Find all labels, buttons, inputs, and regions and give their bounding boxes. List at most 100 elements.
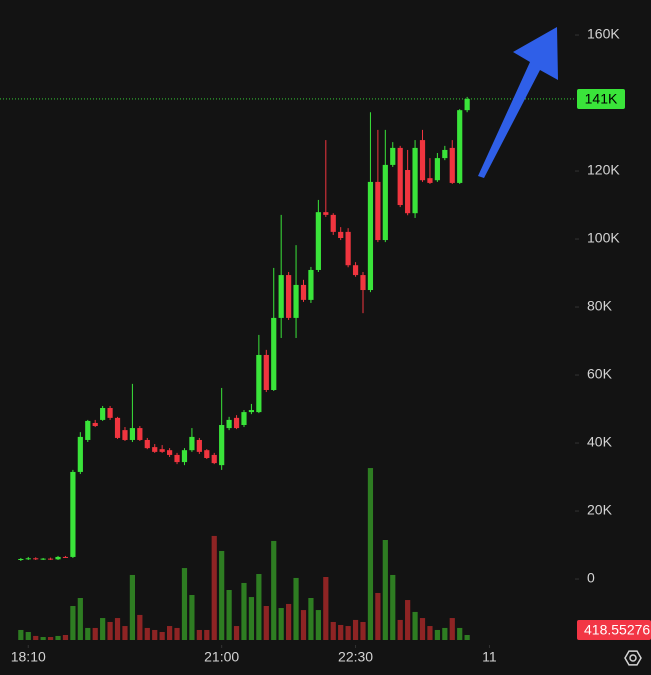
- volume-bar: [159, 632, 165, 640]
- volume-bar: [278, 608, 284, 640]
- candle-body: [375, 181, 381, 241]
- volume-bar: [100, 618, 106, 640]
- x-tick-label: 11: [482, 649, 497, 665]
- volume-bar: [271, 540, 277, 640]
- candle-body: [181, 450, 188, 463]
- volume-bar: [345, 626, 351, 640]
- y-tick-label: 100K: [587, 230, 620, 246]
- candle-body: [219, 425, 225, 466]
- volume-bar: [323, 576, 329, 640]
- volume-bar: [196, 629, 202, 640]
- candle-body: [256, 354, 262, 413]
- volume-bar: [427, 626, 433, 640]
- volume-bar: [85, 627, 91, 640]
- x-tick-label: 22:30: [338, 649, 373, 665]
- volume-bar: [412, 611, 418, 640]
- volume-bar: [442, 627, 448, 640]
- volume-bar: [18, 629, 24, 640]
- candle-body: [293, 284, 299, 318]
- arrow-annotation: [478, 27, 558, 178]
- volume-bar: [449, 618, 455, 640]
- volume-bar: [286, 603, 292, 640]
- candle-body: [330, 214, 336, 232]
- volume-bar: [152, 629, 158, 640]
- candle-body: [286, 275, 292, 318]
- candle-body: [434, 158, 440, 181]
- volume-bar: [315, 610, 321, 640]
- volume-bar: [219, 550, 225, 640]
- y-tick-label: 160K: [587, 26, 620, 42]
- volume-bar: [174, 627, 180, 640]
- volume-bar: [390, 574, 396, 640]
- volume-bar: [70, 605, 76, 640]
- candle-body: [390, 147, 396, 165]
- volume-label: 418.55276: [584, 622, 650, 638]
- volume-bar: [248, 597, 255, 640]
- y-tick-label: 20K: [587, 502, 613, 518]
- volume-bar: [137, 614, 143, 640]
- candle-body: [323, 212, 329, 215]
- candle-body: [241, 412, 247, 426]
- x-tick-label: 21:00: [204, 649, 239, 665]
- candle-body: [152, 447, 158, 452]
- settings-icon-outline: [624, 650, 642, 666]
- volume-bar: [204, 629, 210, 640]
- candle-body: [449, 147, 455, 183]
- x-tick-label: 18:10: [11, 649, 46, 665]
- volume-bar: [434, 629, 440, 640]
- candle-body: [248, 410, 255, 413]
- candle-body: [278, 275, 284, 318]
- volume-bar: [397, 619, 403, 640]
- volume-bar: [25, 632, 31, 640]
- volume-bar: [360, 621, 366, 640]
- candle-body: [159, 449, 165, 452]
- y-tick-label: 40K: [587, 434, 613, 450]
- candle-body: [122, 430, 128, 440]
- candle-body: [419, 140, 426, 181]
- volume-bar: [166, 626, 173, 640]
- volume-bar: [62, 634, 69, 640]
- candle-body: [405, 170, 411, 214]
- volume-bar: [457, 627, 463, 640]
- volume-bar: [189, 595, 195, 640]
- candle-body: [382, 164, 388, 241]
- candle-body: [412, 147, 418, 214]
- y-tick-label: 120K: [587, 162, 620, 178]
- volume-bar: [92, 627, 98, 640]
- volume-bar: [367, 468, 374, 640]
- volume-bar: [293, 577, 299, 640]
- volume-bar: [144, 627, 150, 640]
- candle-body: [137, 428, 143, 440]
- volume-bar: [181, 568, 188, 640]
- volume-bar: [256, 574, 262, 640]
- volume-bar: [382, 539, 388, 640]
- last-price-label: 141K: [585, 91, 618, 107]
- volume-bar: [122, 626, 128, 640]
- candle-body: [174, 454, 180, 463]
- candle-body: [33, 558, 39, 560]
- candle-body: [196, 439, 202, 452]
- settings-icon-center: [629, 654, 637, 662]
- volume-bar: [40, 637, 46, 640]
- candle-body: [233, 417, 240, 429]
- volume-bar: [33, 635, 39, 640]
- volume-label-box: [577, 620, 651, 640]
- candle-body: [338, 231, 344, 239]
- volume-bar: [241, 582, 247, 640]
- y-tick-label: 60K: [587, 366, 613, 382]
- candle-body: [40, 558, 46, 560]
- y-tick-label: 80K: [587, 298, 613, 314]
- volume-bar: [308, 597, 314, 640]
- volume-bar: [55, 635, 61, 640]
- volume-bar: [77, 597, 83, 640]
- volume-bar: [338, 624, 344, 640]
- settings-icon[interactable]: [624, 650, 642, 666]
- candle-body: [129, 428, 136, 440]
- candle-body: [100, 408, 106, 420]
- candle-body: [47, 558, 54, 560]
- candle-body: [211, 454, 217, 464]
- candle-body: [226, 419, 232, 429]
- candle-body: [107, 408, 113, 418]
- candle-body: [70, 471, 76, 557]
